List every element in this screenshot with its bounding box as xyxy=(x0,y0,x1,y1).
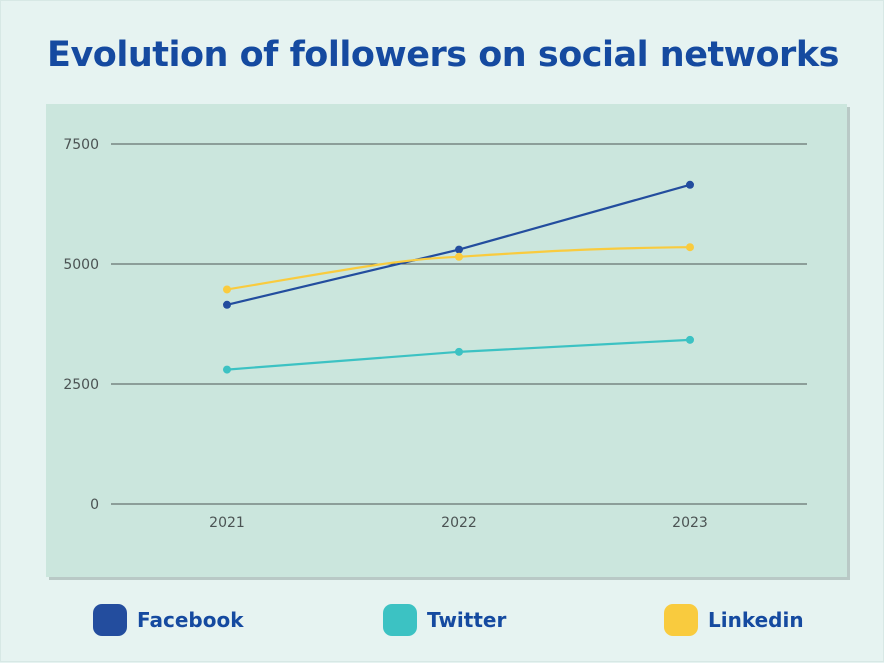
data-point-linkedin-2022 xyxy=(455,252,463,261)
y-tick-label-0: 0 xyxy=(90,497,99,513)
legend-swatch-twitter xyxy=(383,604,417,636)
plot-area xyxy=(46,104,847,577)
data-point-twitter-2023 xyxy=(686,335,694,344)
legend-label-facebook: Facebook xyxy=(137,608,244,632)
data-point-facebook-2021 xyxy=(223,300,231,309)
legend-label-twitter: Twitter xyxy=(427,608,507,632)
legend-item-twitter: Twitter xyxy=(383,603,506,637)
legend-label-linkedin: Linkedin xyxy=(708,608,804,632)
x-tick-label-2022: 2022 xyxy=(441,515,477,531)
data-point-twitter-2021 xyxy=(223,365,231,374)
data-point-twitter-2022 xyxy=(455,347,463,356)
legend-item-linkedin: Linkedin xyxy=(664,603,804,637)
x-tick-label-2021: 2021 xyxy=(209,515,245,531)
legend-swatch-facebook xyxy=(93,604,127,636)
y-tick-label-5000: 5000 xyxy=(63,257,99,273)
chart-title: Evolution of followers on social network… xyxy=(47,35,839,75)
x-tick-label-2023: 2023 xyxy=(672,515,708,531)
y-tick-label-7500: 7500 xyxy=(63,137,99,153)
legend-item-facebook: Facebook xyxy=(93,603,244,637)
data-point-linkedin-2021 xyxy=(223,285,231,294)
y-tick-label-2500: 2500 xyxy=(63,377,99,393)
series-line-facebook xyxy=(226,183,691,306)
data-point-facebook-2023 xyxy=(686,180,694,189)
data-point-facebook-2022 xyxy=(455,245,463,254)
data-point-linkedin-2023 xyxy=(686,243,694,252)
legend-swatch-linkedin xyxy=(664,604,698,636)
